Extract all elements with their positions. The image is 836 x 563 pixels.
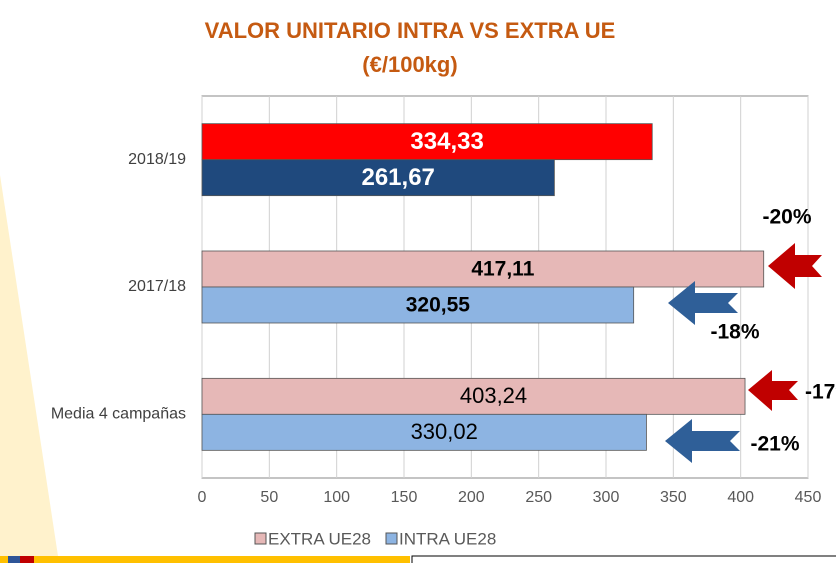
y-tick-label: Media 4 campañas <box>51 406 186 423</box>
arrow <box>665 419 740 463</box>
x-tick-label: 50 <box>260 489 278 506</box>
data-label: 330,02 <box>411 419 478 444</box>
bar <box>201 123 653 161</box>
data-label: 320,55 <box>406 294 471 317</box>
x-tick-label: 250 <box>525 489 552 506</box>
bar <box>201 377 746 415</box>
bar <box>201 413 647 451</box>
arrow <box>768 243 822 289</box>
annotation: -20% <box>762 206 811 229</box>
annotation: -18% <box>710 321 759 344</box>
arrow <box>748 370 798 411</box>
x-tick-label: 200 <box>458 489 485 506</box>
x-tick-label: 150 <box>391 489 418 506</box>
x-tick-label: 350 <box>660 489 687 506</box>
legend-swatch <box>254 532 267 545</box>
x-tick-label: 100 <box>323 489 350 506</box>
bar <box>201 286 635 324</box>
footer-band <box>0 556 410 563</box>
x-tick-label: 0 <box>198 489 207 506</box>
x-tick-label: 300 <box>593 489 620 506</box>
data-label: 417,11 <box>471 258 534 281</box>
annotation: -21% <box>750 433 799 456</box>
arrow <box>668 281 738 325</box>
legend-label: INTRA UE28 <box>399 529 496 548</box>
bar <box>201 159 555 197</box>
chart-title: VALOR UNITARIO INTRA VS EXTRA UE <box>205 18 616 43</box>
footer-flag <box>20 556 34 563</box>
bar <box>201 250 765 288</box>
annotation: -17% <box>805 381 836 404</box>
footer-box <box>411 555 836 563</box>
x-tick-label: 450 <box>795 489 822 506</box>
data-label: 334,33 <box>410 128 483 155</box>
legend-swatch <box>385 532 398 545</box>
background-beam <box>0 175 58 556</box>
data-label: 403,24 <box>460 383 527 408</box>
data-label: 261,67 <box>361 164 434 191</box>
y-tick-label: 2017/18 <box>128 278 186 295</box>
x-tick-label: 400 <box>727 489 754 506</box>
chart-subtitle: (€/100kg) <box>362 52 457 77</box>
y-tick-label: 2018/19 <box>128 151 186 168</box>
footer-flag <box>8 556 20 563</box>
legend-label: EXTRA UE28 <box>268 529 371 548</box>
plot: 0 50 100 150 200 250 300 350 400 450 2018/19 334,33… <box>51 95 822 506</box>
